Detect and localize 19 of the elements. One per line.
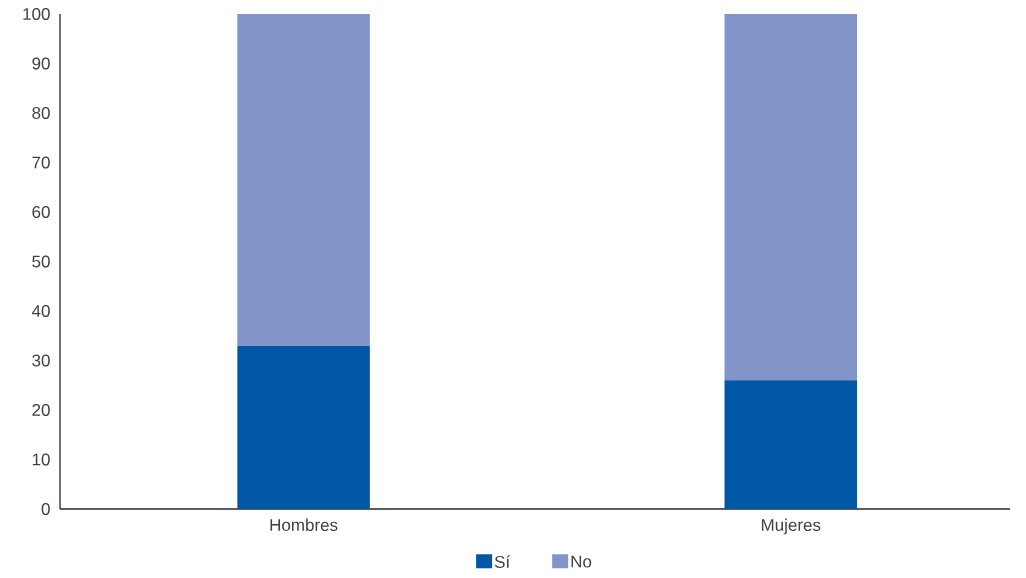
bar: [724, 380, 858, 509]
y-tick-label: 0: [41, 502, 50, 516]
x-tick-label: Mujeres: [761, 518, 821, 535]
y-tick-label: 60: [32, 205, 50, 219]
y-tick-label: 80: [32, 106, 50, 120]
y-tick-label: 40: [31, 304, 50, 318]
bar: [237, 345, 370, 509]
y-tick-label: 10: [32, 453, 50, 466]
y-tick-label: 20: [32, 403, 50, 417]
legend-label: No: [571, 555, 592, 568]
y-tick-label: 30: [32, 354, 50, 367]
y-tick-label: 100: [23, 7, 50, 21]
y-tick-label: 70: [32, 156, 50, 169]
legend-label: Sí: [494, 555, 511, 568]
x-tick-label: Hombres: [270, 518, 338, 532]
y-tick-label: 50: [32, 255, 50, 268]
bar: [724, 13, 858, 381]
bar: [237, 13, 370, 346]
y-tick-label: 90: [32, 57, 50, 70]
